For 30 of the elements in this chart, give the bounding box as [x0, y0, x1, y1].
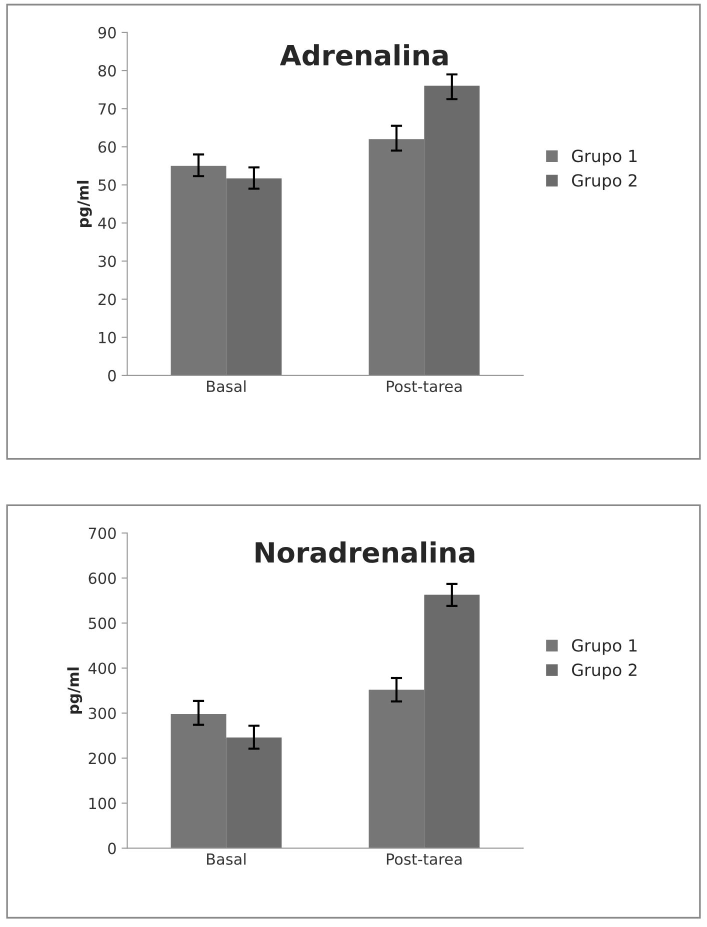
y-tick-label: 200 [88, 752, 116, 764]
y-tick-label: 50 [98, 179, 116, 191]
chart-title: Noradrenalina [256, 541, 474, 563]
legend-label: Grupo 2 [572, 174, 636, 190]
y-tick-label: 0 [108, 842, 116, 854]
legend-label: Grupo 1 [572, 639, 637, 655]
x-tick-label: Post-tarea [386, 854, 462, 865]
y-tick-label: 100 [89, 798, 116, 810]
y-axis-title: pg/ml [76, 180, 92, 227]
x-tick-label: Basal [207, 380, 246, 392]
y-axis-title: pg/ml [67, 668, 82, 714]
y-tick-label: 700 [88, 527, 116, 540]
y-tick-label: 90 [98, 26, 116, 38]
y-tick-label: 0 [108, 370, 116, 382]
legend-label: Grupo 2 [572, 664, 636, 680]
chart-title: Adrenalina [280, 44, 448, 66]
x-tick-label: Basal [207, 853, 246, 865]
y-tick-label: 40 [98, 217, 116, 230]
y-tick-label: 500 [88, 618, 116, 630]
y-tick-label: 20 [98, 294, 116, 306]
legend-label: Grupo 1 [572, 150, 637, 166]
y-tick-label: 60 [98, 141, 116, 153]
y-tick-label: 10 [99, 332, 116, 344]
x-tick-label: Post-tarea [386, 380, 462, 392]
y-tick-label: 80 [98, 65, 116, 77]
y-tick-label: 300 [88, 708, 116, 720]
y-tick-label: 400 [88, 662, 116, 674]
y-tick-label: 70 [98, 103, 116, 115]
y-tick-label: 30 [98, 256, 116, 268]
y-tick-label: 600 [88, 572, 116, 584]
